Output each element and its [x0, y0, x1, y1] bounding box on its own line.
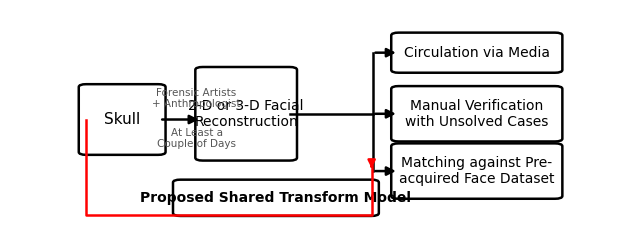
FancyBboxPatch shape — [391, 33, 563, 73]
Text: Manual Verification
with Unsolved Cases: Manual Verification with Unsolved Cases — [405, 99, 548, 129]
FancyBboxPatch shape — [173, 180, 379, 216]
FancyBboxPatch shape — [391, 86, 563, 141]
FancyBboxPatch shape — [195, 67, 297, 160]
FancyBboxPatch shape — [79, 84, 166, 155]
Text: Skull: Skull — [104, 112, 140, 127]
FancyBboxPatch shape — [391, 143, 563, 199]
Text: Proposed Shared Transform Model: Proposed Shared Transform Model — [140, 191, 412, 205]
Text: Matching against Pre-
acquired Face Dataset: Matching against Pre- acquired Face Data… — [399, 156, 554, 186]
Text: 2-D or 3-D Facial
Reconstruction: 2-D or 3-D Facial Reconstruction — [188, 99, 304, 129]
Text: Circulation via Media: Circulation via Media — [404, 46, 550, 60]
Text: Forensic Artists
+ Anthropologist: Forensic Artists + Anthropologist — [152, 88, 241, 109]
Text: At Least a
Couple of Days: At Least a Couple of Days — [157, 128, 236, 149]
